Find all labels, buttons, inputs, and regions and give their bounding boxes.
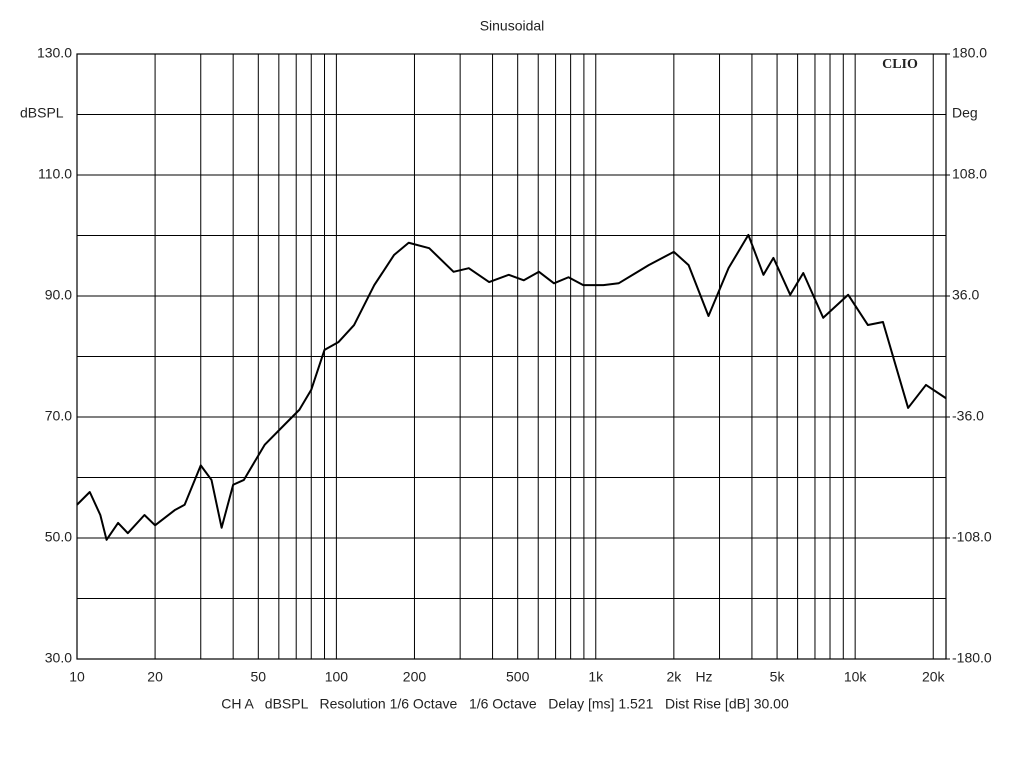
plot-frame bbox=[76, 53, 947, 660]
y-tick-label: 130.0 bbox=[37, 45, 72, 61]
x-tick-label: 10 bbox=[69, 669, 85, 685]
y2-tick-label: -108.0 bbox=[952, 529, 992, 545]
y-tick-label: 70.0 bbox=[45, 408, 72, 424]
x-tick-label: 20 bbox=[147, 669, 163, 685]
response-curve bbox=[76, 233, 947, 541]
x-unit-label: Hz bbox=[695, 669, 712, 685]
y2-tick-label: -36.0 bbox=[952, 408, 984, 424]
brand-label: CLIO bbox=[882, 57, 918, 72]
footer: CH A dBSPL Resolution 1/6 Octave 1/6 Oct… bbox=[221, 696, 789, 712]
y-tick-label: 50.0 bbox=[45, 529, 72, 545]
x-tick-label: 2k bbox=[666, 669, 682, 685]
x-tick-label: 500 bbox=[506, 669, 530, 685]
x-tick-label: 1k bbox=[588, 669, 604, 685]
y-tick-label: 30.0 bbox=[45, 650, 72, 666]
y2-tick-label: -180.0 bbox=[952, 650, 992, 666]
x-tick-label: 5k bbox=[770, 669, 786, 685]
x-tick-label: 50 bbox=[251, 669, 267, 685]
y-tick-label: 110.0 bbox=[38, 166, 72, 182]
y-axis-label: dBSPL bbox=[20, 105, 64, 121]
chart-title: Sinusoidal bbox=[480, 18, 545, 34]
y2-axis-label: Deg bbox=[952, 105, 978, 121]
x-tick-label: 20k bbox=[922, 669, 946, 685]
y-tick-label: 90.0 bbox=[45, 287, 72, 303]
y2-tick-label: 108.0 bbox=[952, 166, 987, 182]
x-tick-label: 200 bbox=[403, 669, 427, 685]
x-tick-label: 100 bbox=[325, 669, 349, 685]
y2-tick-label: 36.0 bbox=[952, 287, 979, 303]
y2-tick-label: 180.0 bbox=[952, 45, 987, 61]
x-tick-label: 10k bbox=[844, 669, 868, 685]
